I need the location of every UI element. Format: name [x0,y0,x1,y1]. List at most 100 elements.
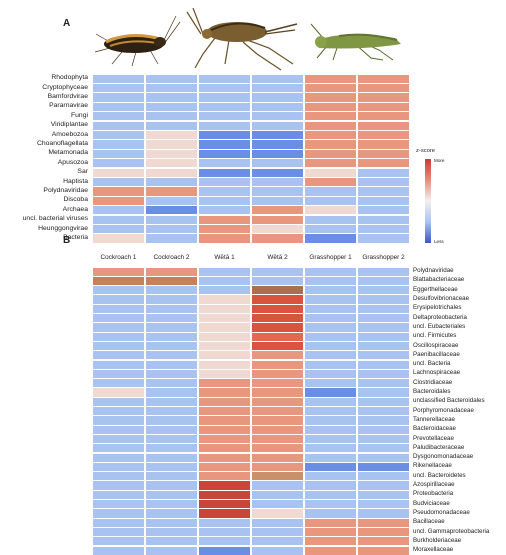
heatmap-cell [305,397,356,406]
row-label: Moraxellaceae [413,546,454,554]
heatmap-cell [146,83,197,93]
heatmap-cell [146,215,197,224]
heatmap-cell [305,453,356,462]
heatmap-cell [358,341,409,351]
heatmap-cell [146,388,197,397]
heatmap-cell [305,527,356,537]
heatmap-cell [358,453,409,462]
heatmap-cell [146,112,197,121]
heatmap-cell [146,224,197,234]
row-label: Lachnospiraceae [413,369,461,377]
heatmap-cell [93,453,144,462]
heatmap-cell [305,388,356,397]
heatmap-cell [199,518,250,527]
row-label: Blattabacteriaceae [413,276,465,284]
heatmap-cell [199,425,250,434]
heatmap-cell [252,360,303,369]
heatmap-cell [252,304,303,313]
heatmap-cell [305,168,356,177]
heatmap-cell [305,425,356,434]
heatmap-cell [93,388,144,397]
heatmap-cell [358,314,409,323]
row-label: Prevotellaceae [413,434,454,442]
heatmap-cell [146,121,197,130]
heatmap-cell [146,369,197,379]
heatmap-cell [252,112,303,121]
row-label: Choanoflagellata [36,140,88,147]
heatmap-cell [199,206,250,215]
heatmap-cell [93,416,144,425]
row-label: Desulfovibrionaceae [413,295,470,303]
heatmap-cell [358,481,409,490]
heatmap-cell [305,434,356,444]
heatmap-cell [93,472,144,481]
heatmap-cell [305,121,356,130]
heatmap-cell [252,206,303,215]
heatmap-cell [146,341,197,351]
row-label: Archaea [62,205,88,213]
legend-title: z-score [416,148,436,154]
heatmap-cell [146,527,197,537]
heatmap-cell [252,234,303,243]
heatmap-cell [93,276,144,286]
heatmap-cell [252,314,303,323]
heatmap-cell [305,295,356,304]
row-label: Bamfordvirae [47,93,88,100]
row-label: Bacteroidales [413,388,451,396]
heatmap-cell [93,187,144,196]
row-label: Clostridiaceae [413,378,453,386]
heatmap-cell [252,425,303,434]
row-label: Proteobacteria [413,490,454,498]
heatmap-cell [252,434,303,444]
heatmap-cell [199,416,250,425]
heatmap-cell [358,425,409,434]
heatmap-cell [93,407,144,416]
heatmap-cell [93,351,144,360]
panel-b-letter: B [63,235,71,246]
row-label: Bacteroidaceae [413,425,456,433]
heatmap-cell [358,500,409,509]
heatmap-cell [305,149,356,159]
heatmap-cell [252,93,303,102]
heatmap-cell [199,215,250,224]
heatmap-cell [146,537,197,546]
heatmap-cell [305,407,356,416]
heatmap-cell [199,546,250,555]
heatmap-cell [358,379,409,388]
legend-colorbar [425,159,431,243]
row-label: Bacteria [63,234,88,241]
heatmap-cell [358,332,409,341]
heatmap-cell [93,537,144,546]
heatmap-cell [252,215,303,224]
heatmap-cell [252,509,303,518]
heatmap-cell [146,314,197,323]
weta-illustration [186,7,298,71]
row-label: Discoba [63,196,88,204]
heatmap-cell [199,149,250,159]
heatmap-cell [305,500,356,509]
heatmap-cell [252,351,303,360]
heatmap-cell [93,323,144,332]
heatmap-cell [358,224,409,234]
column-label: Cockroach 2 [153,254,190,261]
heatmap-cell [146,472,197,481]
heatmap-cell [93,177,144,187]
heatmap-cell [252,397,303,406]
heatmap-cell [146,434,197,444]
heatmap-cell [199,102,250,112]
heatmap-cell [358,93,409,102]
row-label: Bacillaceae [413,518,445,526]
heatmap-cell [146,546,197,555]
heatmap-cell [199,490,250,499]
heatmap-cell [146,444,197,453]
heatmap-cell [305,323,356,332]
column-label: Cockroach 1 [100,254,137,261]
heatmap-cell [305,490,356,499]
heatmap-cell [93,74,144,83]
heatmap-cell [358,149,409,159]
heatmap-cell [199,187,250,196]
heatmap-cell [146,379,197,388]
row-label: Dysgonomonadaceae [413,453,474,461]
heatmap-cell [199,74,250,83]
heatmap-cell [93,369,144,379]
